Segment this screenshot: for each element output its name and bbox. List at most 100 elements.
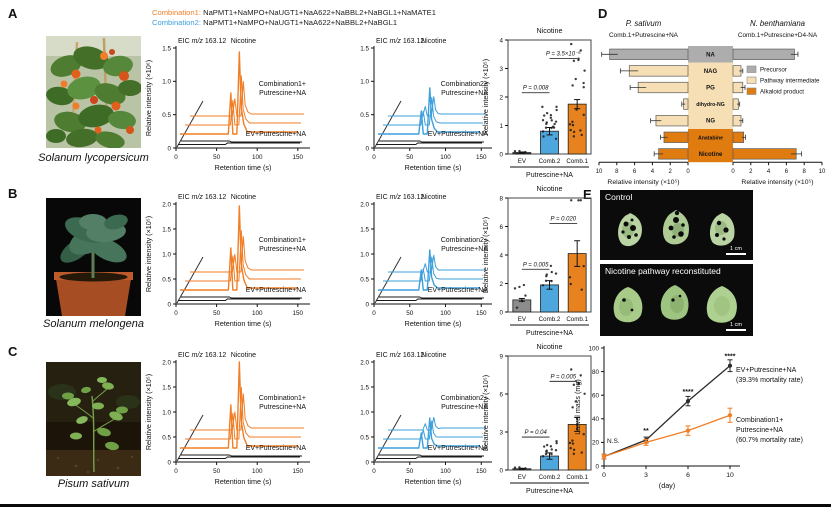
svg-text:1.5: 1.5 xyxy=(162,226,171,233)
page-bottom-rule xyxy=(0,504,831,507)
svg-text:Retention time (s): Retention time (s) xyxy=(405,319,462,328)
svg-text:Putrescine+NA: Putrescine+NA xyxy=(259,246,306,253)
combination1-row: Combination1: NaPMT1+NaMPO+NaUGT1+NaA622… xyxy=(152,8,436,18)
svg-text:P = 0.008: P = 0.008 xyxy=(523,86,549,92)
svg-text:0: 0 xyxy=(365,145,369,152)
svg-text:EV: EV xyxy=(518,474,527,481)
svg-text:1.0: 1.0 xyxy=(360,79,369,86)
svg-text:3: 3 xyxy=(499,66,503,73)
svg-text:Putrescine+NA: Putrescine+NA xyxy=(441,404,488,411)
svg-text:P = 0.04: P = 0.04 xyxy=(525,430,548,436)
svg-text:P = 0.020: P = 0.020 xyxy=(551,217,577,223)
chromatogram-c-combination2: 0 0.5 1.0 1.5 2.0 0 50 100 150 Retention time (s)… xyxy=(360,352,492,486)
svg-text:Retention time (s): Retention time (s) xyxy=(405,163,462,172)
control-photo-label: Control xyxy=(605,192,633,202)
svg-text:0.5: 0.5 xyxy=(162,434,171,441)
svg-text:8: 8 xyxy=(499,195,503,202)
svg-text:4: 4 xyxy=(651,169,655,175)
svg-text:Relative intensity (×10⁵): Relative intensity (×10⁵) xyxy=(741,179,813,186)
svg-text:Relative intensity (×10⁵): Relative intensity (×10⁵) xyxy=(481,217,490,293)
svg-text:0: 0 xyxy=(372,154,376,161)
svg-text:P = 0.005: P = 0.005 xyxy=(551,374,577,380)
svg-text:10: 10 xyxy=(819,169,826,175)
svg-text:Alkaloid product: Alkaloid product xyxy=(760,89,804,96)
svg-text:Combination1+: Combination1+ xyxy=(259,81,306,88)
svg-text:EV+Putrescine+NA: EV+Putrescine+NA xyxy=(428,287,489,294)
svg-text:8: 8 xyxy=(803,169,807,175)
svg-text:0.5: 0.5 xyxy=(360,112,369,119)
svg-text:4: 4 xyxy=(499,252,503,259)
svg-text:1.0: 1.0 xyxy=(360,251,369,258)
svg-text:100: 100 xyxy=(252,310,263,317)
svg-text:Retention time (s): Retention time (s) xyxy=(215,319,272,328)
svg-text:NA: NA xyxy=(706,52,715,58)
photo-pisum-sativum xyxy=(46,362,141,476)
svg-text:40: 40 xyxy=(592,416,600,423)
svg-text:NG: NG xyxy=(706,119,715,125)
svg-text:6: 6 xyxy=(499,224,503,231)
svg-text:EV+Putrescine+NA: EV+Putrescine+NA xyxy=(246,131,307,138)
svg-text:100: 100 xyxy=(440,154,451,161)
svg-text:EV+Putrescine+NA: EV+Putrescine+NA xyxy=(428,445,489,452)
svg-text:**: ** xyxy=(643,428,649,435)
svg-text:EIC m/z 163.12: EIC m/z 163.12 xyxy=(376,352,424,359)
svg-text:Comb.1: Comb.1 xyxy=(566,474,588,481)
combination1-label: Combination1: xyxy=(152,8,201,17)
svg-text:Nicotine: Nicotine xyxy=(231,352,256,359)
panel-label-d: D xyxy=(598,6,608,21)
svg-text:Putrescine+NA: Putrescine+NA xyxy=(526,488,573,495)
chromatogram-b-combination1: 0 0.5 1.0 1.5 2.0 0 50 100 150 Retention time (s)… xyxy=(144,194,310,328)
svg-text:0.5: 0.5 xyxy=(360,434,369,441)
svg-text:(day): (day) xyxy=(659,481,675,490)
svg-text:EV+Putrescine+NA: EV+Putrescine+NA xyxy=(246,287,307,294)
svg-text:Nicotine: Nicotine xyxy=(537,342,563,351)
chromatogram-a-combination1: 0 0.5 1.0 1.5 0 50 100 150 Retention time (s) Rel… xyxy=(144,38,310,172)
svg-text:1.5: 1.5 xyxy=(162,384,171,391)
bar-chart-nicotine-b: 0 2 4 6 8 Relative intensity (×10⁵) Nicotine P … xyxy=(481,184,592,337)
bar-chart-nicotine-a: 0 1 2 3 4 Relative intensity (×10⁵) Nicotine P … xyxy=(481,26,592,179)
svg-text:Comb.1+Putrescine+D4-NA: Comb.1+Putrescine+D4-NA xyxy=(738,32,818,39)
svg-text:0.5: 0.5 xyxy=(360,276,369,283)
svg-text:P = 0.005: P = 0.005 xyxy=(523,262,549,268)
svg-text:Pathway intermediate: Pathway intermediate xyxy=(760,78,820,85)
svg-text:N. benthamiana: N. benthamiana xyxy=(750,19,806,28)
svg-text:0: 0 xyxy=(167,301,171,308)
svg-text:Putrescine+NA: Putrescine+NA xyxy=(441,246,488,253)
svg-text:Relative intensity (×10⁵): Relative intensity (×10⁵) xyxy=(481,375,490,451)
photo-control-leaves: Control 1 cm xyxy=(600,190,753,260)
svg-text:EV+Putrescine+NA: EV+Putrescine+NA xyxy=(736,367,797,374)
svg-text:4: 4 xyxy=(499,37,503,44)
panel-label-b: B xyxy=(8,186,18,201)
svg-text:150: 150 xyxy=(293,154,304,161)
svg-text:dihydro-NG: dihydro-NG xyxy=(696,102,725,108)
svg-text:Combination2+: Combination2+ xyxy=(441,237,488,244)
svg-text:4: 4 xyxy=(767,169,771,175)
svg-text:N.S.: N.S. xyxy=(607,438,620,445)
svg-text:0: 0 xyxy=(499,309,503,316)
svg-text:1.0: 1.0 xyxy=(162,251,171,258)
svg-text:EV+Putrescine+NA: EV+Putrescine+NA xyxy=(246,445,307,452)
svg-text:Relative intensity (×10⁵): Relative intensity (×10⁵) xyxy=(144,374,153,450)
svg-text:2.0: 2.0 xyxy=(360,359,369,366)
svg-text:150: 150 xyxy=(476,310,487,317)
svg-text:Nicotine: Nicotine xyxy=(231,38,256,45)
svg-text:2.0: 2.0 xyxy=(162,201,171,208)
svg-text:100: 100 xyxy=(440,468,451,475)
svg-text:Anatabine: Anatabine xyxy=(698,135,723,141)
svg-text:1.5: 1.5 xyxy=(360,45,369,52)
svg-text:Relative intensity (×10⁵): Relative intensity (×10⁵) xyxy=(481,59,490,135)
svg-text:80: 80 xyxy=(592,369,600,376)
svg-text:EV: EV xyxy=(518,158,527,165)
svg-text:100: 100 xyxy=(252,468,263,475)
svg-text:Larval mass (mg): Larval mass (mg) xyxy=(573,379,582,435)
svg-text:Combination2+: Combination2+ xyxy=(441,81,488,88)
svg-text:6: 6 xyxy=(499,391,503,398)
svg-text:2.0: 2.0 xyxy=(162,359,171,366)
svg-text:8: 8 xyxy=(615,169,619,175)
svg-text:0: 0 xyxy=(595,463,599,470)
panel-label-e: E xyxy=(583,187,592,202)
svg-text:1.0: 1.0 xyxy=(162,79,171,86)
svg-text:3: 3 xyxy=(644,472,648,479)
svg-text:1.0: 1.0 xyxy=(360,409,369,416)
scale-bar-line xyxy=(726,329,746,331)
